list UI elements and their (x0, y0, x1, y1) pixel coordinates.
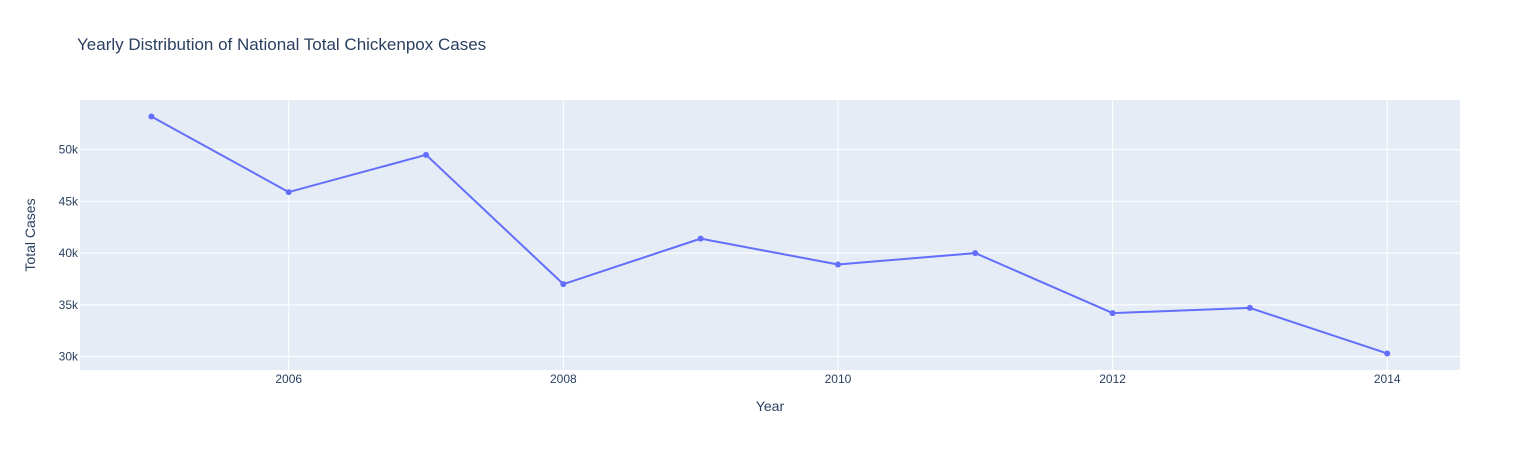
y-tick-label: 35k (59, 298, 79, 312)
series-line (150, 115, 1388, 355)
series-layer (148, 113, 1391, 357)
y-tick-label: 50k (59, 143, 79, 157)
data-point (423, 151, 430, 158)
x-tick-label: 2008 (550, 372, 577, 386)
chart-title: Yearly Distribution of National Total Ch… (77, 35, 486, 54)
y-axis-title: Total Cases (22, 198, 38, 271)
tick-labels: 2006 2008 2010 2012 2014 30k 35k 40k 45k 50k (59, 143, 1401, 386)
x-tick-label: 2012 (1099, 372, 1126, 386)
x-axis-title: Year (756, 398, 785, 414)
y-tick-label: 40k (59, 246, 79, 260)
data-point (972, 250, 979, 257)
data-point (1246, 304, 1253, 311)
data-point (697, 235, 704, 242)
y-tick-label: 45k (59, 194, 79, 208)
gridlines (80, 100, 1460, 370)
data-point (285, 189, 292, 196)
data-point (560, 281, 567, 288)
data-point (148, 113, 155, 120)
data-point (834, 261, 841, 268)
data-point (1384, 350, 1391, 357)
plot-area (80, 100, 1460, 370)
data-point (1109, 310, 1116, 317)
x-tick-label: 2014 (1374, 372, 1401, 386)
x-tick-label: 2006 (275, 372, 302, 386)
y-tick-label: 30k (59, 350, 79, 364)
x-tick-label: 2010 (825, 372, 852, 386)
